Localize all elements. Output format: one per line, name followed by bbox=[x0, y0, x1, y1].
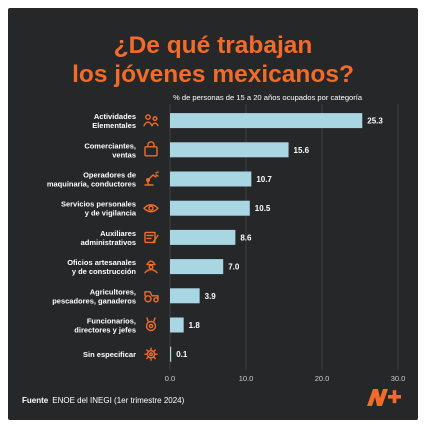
category-label: Actividades Elementales bbox=[92, 112, 136, 130]
bar bbox=[170, 229, 236, 245]
eye-icon bbox=[143, 204, 159, 213]
value-label: 1.8 bbox=[189, 321, 201, 330]
bar bbox=[170, 288, 200, 304]
infographic-card: ¿De qué trabajan los jóvenes mexicanos? … bbox=[8, 8, 418, 420]
category-labels: Actividades Elementales Comerciantes, venta… bbox=[47, 112, 137, 359]
x-tick-label: 30.0 bbox=[391, 374, 406, 383]
value-label: 8.6 bbox=[240, 233, 252, 242]
source-note: Fuente ENOE del INEGI (1er trimestre 2024… bbox=[22, 396, 185, 405]
x-axis-ticks: 0.0 10.0 20.0 30.0 bbox=[165, 374, 406, 383]
category-label: Oficios artesanales y de construcción bbox=[67, 258, 136, 276]
category-icons bbox=[143, 114, 159, 361]
title-line-2: los jóvenes mexicanos? bbox=[72, 61, 354, 88]
worker-icon bbox=[144, 260, 158, 274]
category-label: Servicios personales y de vigilancia bbox=[61, 200, 137, 218]
bar bbox=[170, 200, 250, 216]
category-label: Auxiliares administrativos bbox=[81, 229, 136, 247]
category-label: Funcionarios, directores y jefes bbox=[74, 317, 136, 335]
gear-icon bbox=[144, 347, 158, 361]
title-line-1: ¿De qué trabajan bbox=[114, 32, 313, 59]
bars bbox=[170, 113, 363, 362]
robot-arm-icon bbox=[144, 171, 159, 186]
bar bbox=[170, 317, 184, 333]
x-tick-label: 20.0 bbox=[315, 374, 330, 383]
bar bbox=[170, 142, 289, 158]
x-tick-label: 10.0 bbox=[239, 374, 254, 383]
bar bbox=[170, 346, 172, 362]
chart-subtitle: % de personas de 15 a 20 años ocupados p… bbox=[173, 93, 363, 102]
value-label: 10.7 bbox=[256, 175, 272, 184]
x-tick-label: 0.0 bbox=[165, 374, 175, 383]
source-text: ENOE del INEGI (1er trimestre 2024) bbox=[52, 396, 184, 405]
n-plus-logo bbox=[367, 389, 401, 406]
people-icon bbox=[143, 114, 159, 127]
bar bbox=[170, 259, 224, 275]
value-label: 10.5 bbox=[255, 204, 271, 213]
chart-title: ¿De qué trabajan los jóvenes mexicanos? bbox=[72, 32, 354, 88]
value-labels: 25.3 15.6 10.7 10.5 8.6 7.0 3.9 1.8 0.1 bbox=[176, 117, 383, 360]
value-label: 7.0 bbox=[228, 263, 240, 272]
category-label: Agricultores, pescadores, ganaderos bbox=[52, 287, 136, 305]
document-pen-icon bbox=[144, 231, 159, 244]
value-label: 15.6 bbox=[294, 146, 310, 155]
tractor-icon bbox=[144, 291, 159, 303]
bar bbox=[170, 171, 252, 187]
category-label: Sin especificar bbox=[83, 350, 136, 359]
source-label: Fuente bbox=[22, 396, 49, 405]
medal-icon bbox=[145, 317, 157, 332]
bar bbox=[170, 113, 363, 129]
category-label: Comerciantes, ventas bbox=[84, 141, 136, 159]
value-label: 25.3 bbox=[367, 117, 383, 126]
bar-chart: ¿De qué trabajan los jóvenes mexicanos? … bbox=[22, 32, 406, 406]
value-label: 0.1 bbox=[176, 350, 188, 359]
shopping-bag-icon bbox=[144, 141, 158, 157]
value-label: 3.9 bbox=[205, 292, 217, 301]
category-label: Operadores de maquinaria, conductores bbox=[47, 171, 136, 189]
